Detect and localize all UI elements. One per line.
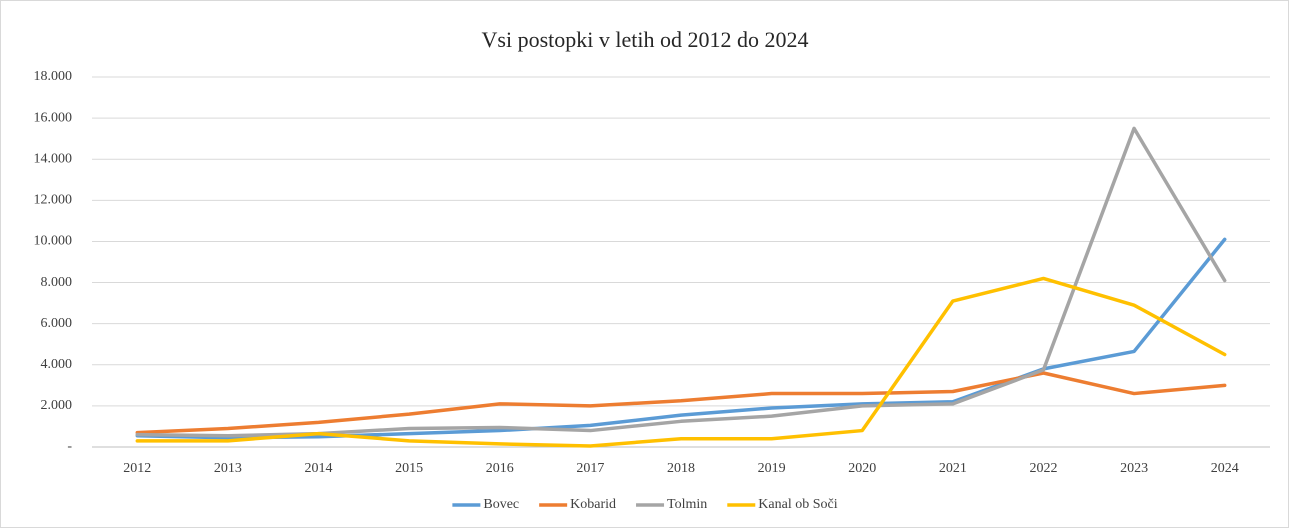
x-tick-label: 2019 (758, 461, 786, 476)
legend-label: Bovec (483, 497, 519, 512)
x-tick-label: 2018 (667, 461, 695, 476)
y-tick-label: 18.000 (34, 69, 73, 84)
series-line (135, 371, 1227, 435)
y-tick-label: 8.000 (41, 275, 73, 290)
legend-label: Kobarid (570, 497, 616, 512)
x-tick-label: 2015 (395, 461, 423, 476)
series-line (135, 276, 1227, 448)
y-tick-label: 4.000 (41, 357, 73, 372)
x-tick-label: 2013 (214, 461, 242, 476)
y-tick-label: 12.000 (34, 193, 73, 208)
y-tick-label: 16.000 (34, 110, 73, 125)
y-tick-label: 6.000 (41, 316, 73, 331)
x-tick-label: 2014 (305, 461, 333, 476)
x-tick-label: 2020 (848, 461, 876, 476)
y-tick-label: 10.000 (34, 234, 73, 249)
x-tick-label: 2017 (576, 461, 604, 476)
y-tick-label: - (67, 439, 72, 454)
x-tick-label: 2024 (1211, 461, 1239, 476)
legend-label: Tolmin (667, 497, 707, 512)
x-tick-label: 2012 (123, 461, 151, 476)
x-tick-label: 2016 (486, 461, 514, 476)
chart-title: Vsi postopki v letih od 2012 do 2024 (482, 27, 809, 52)
legend-label: Kanal ob Soči (758, 497, 837, 512)
y-tick-label: 2.000 (41, 398, 73, 413)
x-tick-label: 2023 (1120, 461, 1148, 476)
x-tick-label: 2021 (939, 461, 967, 476)
y-tick-label: 14.000 (34, 151, 73, 166)
x-tick-label: 2022 (1029, 461, 1057, 476)
